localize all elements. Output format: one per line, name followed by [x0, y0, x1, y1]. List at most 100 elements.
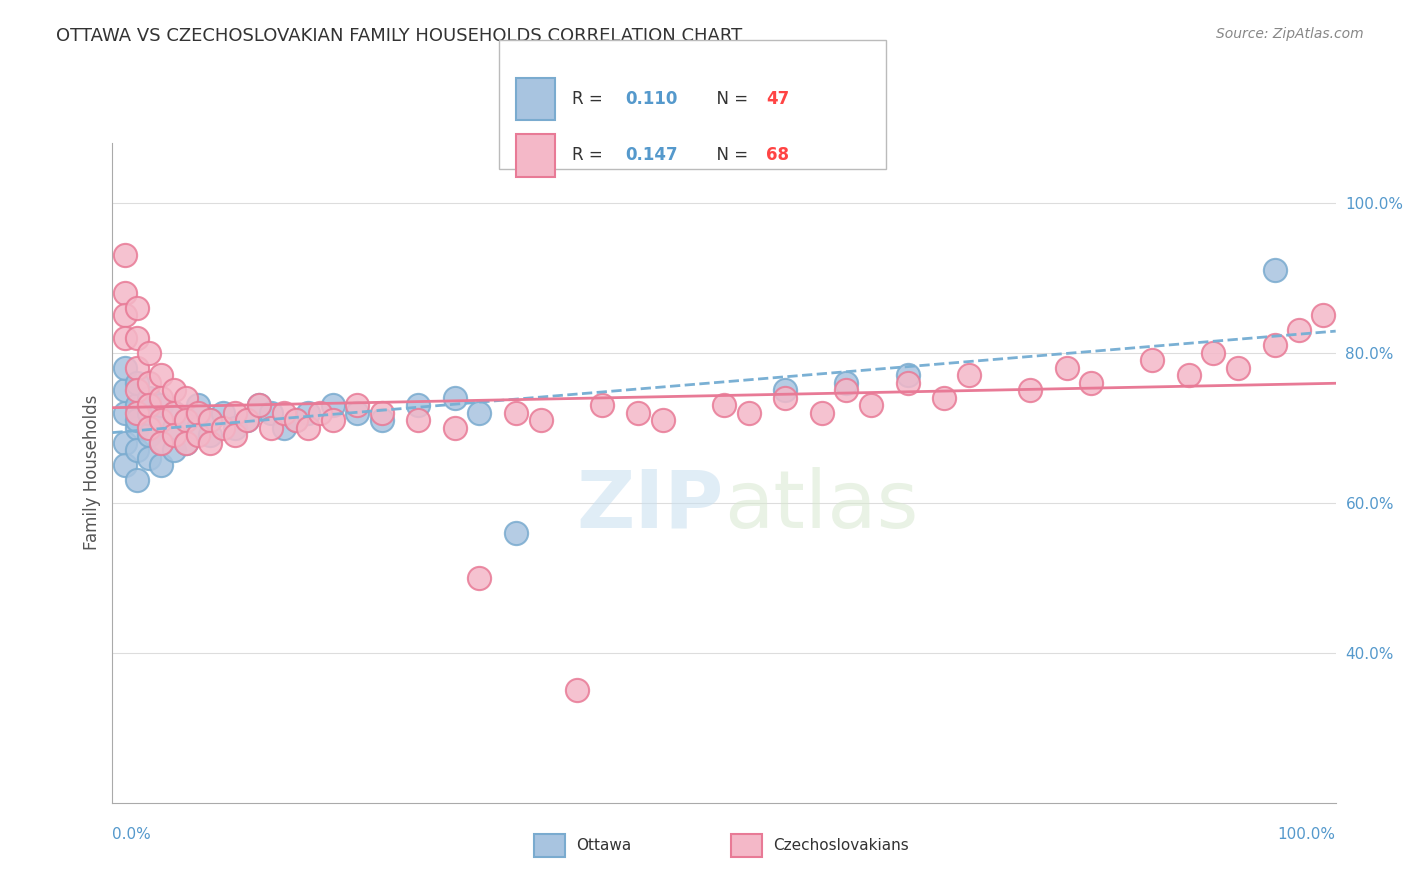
Point: [247, 398, 270, 412]
Point: [260, 421, 283, 435]
Point: [737, 406, 759, 420]
Text: ZIP: ZIP: [576, 467, 724, 545]
Point: [297, 406, 319, 420]
Point: [273, 421, 295, 435]
Point: [125, 301, 148, 315]
Point: [408, 413, 430, 427]
Point: [163, 406, 186, 420]
Point: [468, 571, 491, 585]
Point: [835, 384, 858, 398]
Point: [114, 248, 136, 262]
Point: [224, 428, 246, 442]
Point: [1178, 368, 1201, 383]
Point: [1056, 360, 1078, 375]
Point: [114, 458, 136, 473]
Point: [627, 406, 650, 420]
Text: 100.0%: 100.0%: [1278, 827, 1336, 841]
Text: Source: ZipAtlas.com: Source: ZipAtlas.com: [1216, 27, 1364, 41]
Text: OTTAWA VS CZECHOSLOVAKIAN FAMILY HOUSEHOLDS CORRELATION CHART: OTTAWA VS CZECHOSLOVAKIAN FAMILY HOUSEHO…: [56, 27, 742, 45]
Point: [125, 384, 148, 398]
Point: [114, 384, 136, 398]
Point: [125, 473, 148, 487]
Text: Ottawa: Ottawa: [576, 838, 631, 853]
Point: [370, 406, 392, 420]
Point: [1018, 384, 1040, 398]
Point: [163, 443, 186, 458]
Point: [125, 360, 148, 375]
Point: [187, 406, 209, 420]
Y-axis label: Family Households: Family Households: [83, 395, 101, 550]
Point: [370, 413, 392, 427]
Point: [163, 421, 186, 435]
Point: [444, 421, 467, 435]
Text: N =: N =: [706, 146, 754, 164]
Point: [408, 398, 430, 412]
Point: [138, 406, 160, 420]
Point: [114, 331, 136, 345]
Text: 68: 68: [766, 146, 789, 164]
Point: [174, 391, 197, 405]
Point: [138, 398, 160, 412]
Point: [284, 413, 308, 427]
Point: [775, 391, 797, 405]
Point: [187, 428, 209, 442]
Text: atlas: atlas: [724, 467, 918, 545]
Point: [163, 384, 186, 398]
Point: [125, 376, 148, 390]
Point: [174, 413, 197, 427]
Point: [138, 345, 160, 359]
Point: [125, 413, 148, 427]
Point: [150, 391, 173, 405]
Point: [211, 421, 233, 435]
Point: [591, 398, 613, 412]
Point: [934, 391, 956, 405]
Point: [138, 376, 160, 390]
Point: [114, 308, 136, 322]
Text: 0.110: 0.110: [626, 90, 678, 108]
Point: [163, 428, 186, 442]
Point: [138, 450, 160, 465]
Point: [125, 398, 148, 412]
Point: [505, 406, 527, 420]
Point: [150, 458, 173, 473]
Point: [114, 435, 136, 450]
Point: [125, 406, 148, 420]
Point: [114, 406, 136, 420]
Point: [1142, 353, 1164, 368]
Point: [236, 413, 259, 427]
Point: [1288, 323, 1310, 337]
Text: Czechoslovakians: Czechoslovakians: [773, 838, 910, 853]
Point: [174, 435, 197, 450]
Point: [529, 413, 551, 427]
Point: [125, 421, 148, 435]
Point: [138, 421, 160, 435]
Point: [200, 428, 222, 442]
Point: [505, 525, 527, 540]
Point: [297, 421, 319, 435]
Point: [567, 683, 589, 698]
Point: [187, 398, 209, 412]
Point: [1264, 338, 1286, 352]
Point: [114, 285, 136, 300]
Point: [1080, 376, 1102, 390]
Point: [835, 376, 858, 390]
Text: N =: N =: [706, 90, 754, 108]
Point: [322, 413, 344, 427]
Point: [897, 368, 920, 383]
Point: [1312, 308, 1334, 322]
Point: [309, 406, 332, 420]
Text: 0.147: 0.147: [626, 146, 678, 164]
Point: [224, 406, 246, 420]
Point: [187, 421, 209, 435]
Point: [114, 360, 136, 375]
Point: [468, 406, 491, 420]
Point: [775, 384, 797, 398]
Point: [444, 391, 467, 405]
Point: [957, 368, 980, 383]
Point: [236, 413, 259, 427]
Point: [150, 435, 173, 450]
Point: [125, 331, 148, 345]
Point: [1202, 345, 1225, 359]
Point: [1264, 263, 1286, 277]
Point: [174, 435, 197, 450]
